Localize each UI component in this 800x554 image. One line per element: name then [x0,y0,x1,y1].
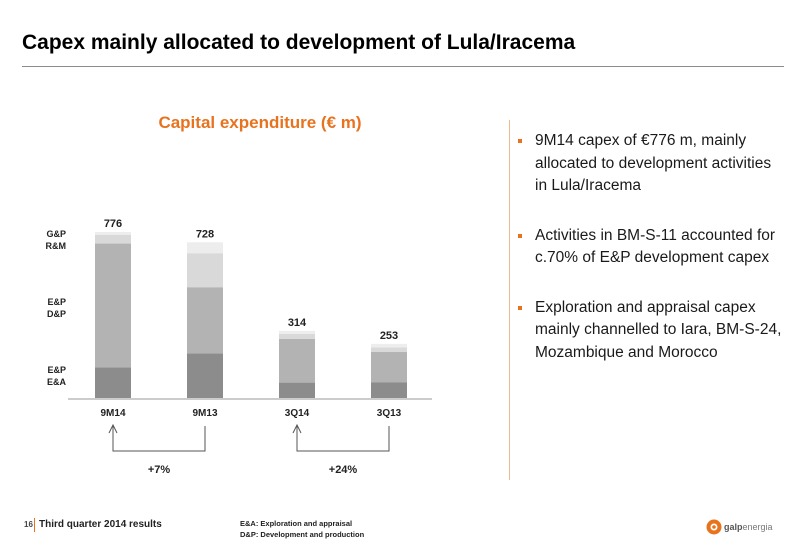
series-label: G&P [46,229,66,239]
page-number: 16 [24,520,33,529]
capex-stacked-bar-chart: 776 9M14 728 9M13 314 3Q14 253 3Q13 G&P R&M E&P D&P… [46,218,432,476]
series-label: E&A [47,377,67,387]
x-tick-label: 3Q13 [377,408,402,419]
x-tick-label: 9M14 [100,408,125,419]
footnote-ea: E&A: Exploration and appraisal [240,519,353,528]
bar-segment [95,232,131,235]
series-label: R&M [46,241,67,251]
vertical-divider [509,120,510,480]
bar-segment [279,338,315,383]
footnote-dp: D&P: Development and production [240,530,365,539]
bullet-item: Exploration and appraisal capex mainly c… [515,297,785,365]
bullet-item: Activities in BM-S-11 accounted for c.70… [515,225,785,270]
slide-title: Capex mainly allocated to development of… [22,31,576,54]
bar-total-label: 776 [104,218,122,230]
bar-segment [371,343,407,348]
logo-wordmark: galpenergia [724,522,773,532]
comparison-bracket [112,426,206,452]
bar-total-label: 253 [380,330,398,342]
x-tick-label: 3Q14 [285,408,310,419]
bar-segment [371,352,407,383]
bullet-square-icon [518,233,522,238]
bar-total-label: 728 [196,228,214,240]
bar-segment [95,234,131,244]
bar-segment [187,353,223,398]
bar-segment [279,330,315,334]
bar-segment [95,243,131,368]
bar-segment [371,347,407,353]
logo-suffix: energia [742,522,773,532]
arrow-up-icon [292,423,302,434]
series-label: D&P [47,309,66,319]
bar-segment [187,242,223,254]
series-label: E&P [47,297,66,307]
galp-logo-icon [706,519,722,535]
bullet-square-icon [518,305,522,310]
bar-segment [187,253,223,288]
bar-total-label: 314 [288,317,307,329]
bar-segment [279,333,315,339]
bullet-list: 9M14 capex of €776 m, mainly allocated t… [515,130,785,364]
arrow-up-icon [108,423,118,434]
title-divider [22,66,784,67]
bullet-item: 9M14 capex of €776 m, mainly allocated t… [515,130,785,198]
footer-accent-bar [34,518,35,532]
comparison-label: +24% [329,464,358,476]
bar-segment [187,287,223,354]
bullet-text: Activities in BM-S-11 accounted for c.70… [535,226,776,267]
comparison-label: +7% [148,464,171,476]
bullet-text: 9M14 capex of €776 m, mainly allocated t… [535,132,772,194]
bar-segment [279,382,315,398]
footer-text: Third quarter 2014 results [39,519,162,530]
x-tick-label: 9M13 [192,408,217,419]
footnotes: E&A: Exploration and appraisal D&P: Deve… [240,518,364,540]
chart-title: Capital expenditure (€ m) [158,113,362,132]
logo-name: galp [724,522,743,532]
comparison-bracket [296,426,390,452]
bar-segment [95,367,131,398]
bullet-text: Exploration and appraisal capex mainly c… [535,298,782,361]
bar-segment [371,382,407,398]
bullet-square-icon [518,139,522,143]
series-label: E&P [47,365,66,375]
